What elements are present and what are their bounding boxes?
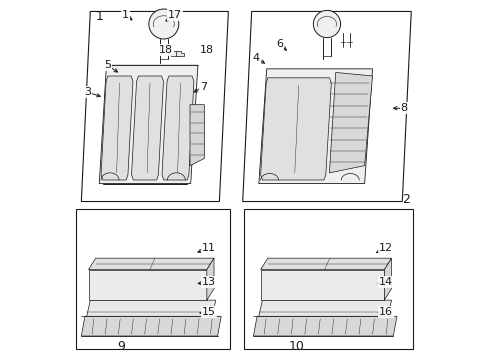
Polygon shape xyxy=(329,72,372,173)
Polygon shape xyxy=(260,270,384,300)
Text: 1: 1 xyxy=(95,10,103,23)
Text: 14: 14 xyxy=(378,277,392,287)
Polygon shape xyxy=(260,78,331,180)
Polygon shape xyxy=(88,258,214,270)
Polygon shape xyxy=(190,105,204,166)
Text: 9: 9 xyxy=(117,340,124,353)
Text: 10: 10 xyxy=(288,340,304,353)
Polygon shape xyxy=(384,258,391,300)
Text: 4: 4 xyxy=(252,53,259,63)
Polygon shape xyxy=(162,76,194,180)
Text: 5: 5 xyxy=(104,60,111,70)
Polygon shape xyxy=(171,51,178,55)
Polygon shape xyxy=(176,51,183,55)
Circle shape xyxy=(313,10,340,38)
Text: 17: 17 xyxy=(167,10,181,20)
Polygon shape xyxy=(206,258,214,300)
Polygon shape xyxy=(86,300,215,316)
Polygon shape xyxy=(88,270,206,300)
Polygon shape xyxy=(101,76,133,180)
Polygon shape xyxy=(260,258,391,270)
Text: 18: 18 xyxy=(200,45,213,55)
Text: 15: 15 xyxy=(201,307,215,317)
Text: 2: 2 xyxy=(401,193,409,206)
Polygon shape xyxy=(258,69,372,184)
Text: 12: 12 xyxy=(378,243,392,253)
Polygon shape xyxy=(258,300,391,316)
Polygon shape xyxy=(131,76,163,180)
Polygon shape xyxy=(81,316,221,336)
Polygon shape xyxy=(99,65,198,184)
Text: 3: 3 xyxy=(84,87,91,97)
Text: 13: 13 xyxy=(201,277,215,287)
Text: 16: 16 xyxy=(378,307,392,317)
Text: 18: 18 xyxy=(159,45,173,55)
Text: 1: 1 xyxy=(122,10,129,20)
Text: 7: 7 xyxy=(199,82,206,92)
Text: 11: 11 xyxy=(201,243,215,253)
Polygon shape xyxy=(253,316,396,336)
Circle shape xyxy=(148,9,179,39)
Text: 8: 8 xyxy=(400,103,407,113)
Text: 6: 6 xyxy=(276,40,283,49)
